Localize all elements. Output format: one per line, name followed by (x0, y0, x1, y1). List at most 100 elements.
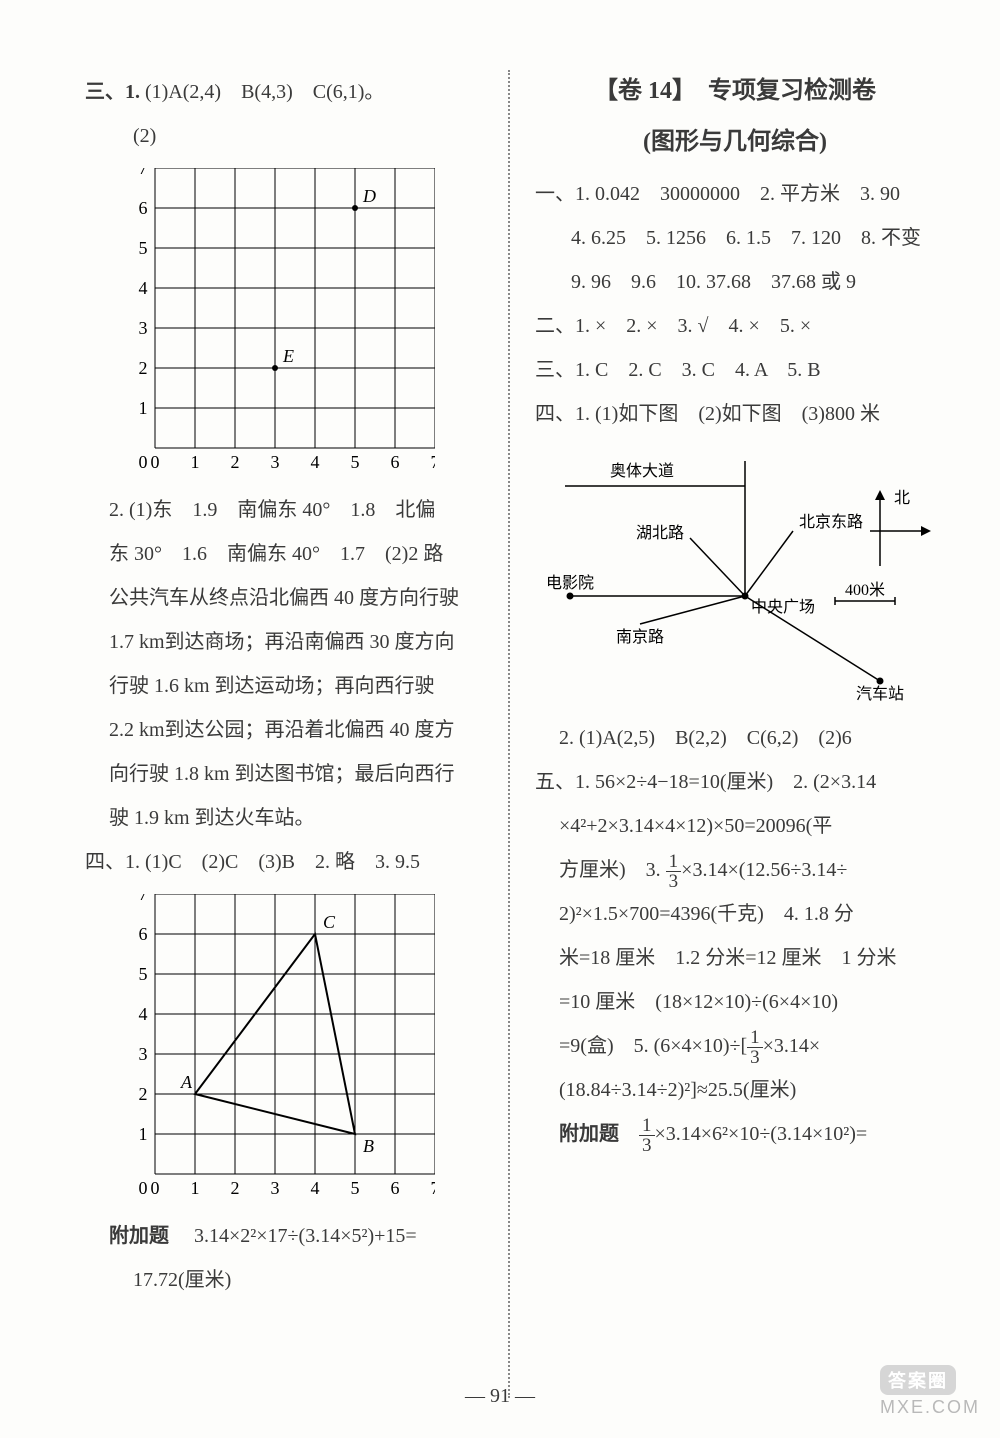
right-bonus-text: ×3.14×6²×10÷(3.14×10²)= (655, 1123, 868, 1145)
right-yi-a: 一、1. 0.042 30000000 2. 平方米 3. 90 (535, 172, 935, 216)
svg-text:奥体大道: 奥体大道 (610, 462, 674, 480)
svg-text:400米: 400米 (845, 581, 885, 599)
watermark-en: MXE.COM (880, 1397, 980, 1417)
fraction-1-3: 13 (666, 852, 682, 891)
svg-text:2: 2 (231, 1178, 240, 1198)
wu-1g-prefix: =9(盒) 5. (6×4×10)÷[ (559, 1035, 747, 1057)
left-san-2-6: 2.2 km到达公园；再沿着北偏西 40 度方 (85, 708, 483, 752)
left-san-2-7: 向行驶 1.8 km 到达图书馆；最后向西行 (85, 752, 483, 796)
right-yi-b: 4. 6.25 5. 1256 6. 1.5 7. 120 8. 不变 (535, 216, 935, 260)
right-column: 【卷 14】 专项复习检测卷 (图形与几何综合) 一、1. 0.042 3000… (510, 70, 950, 1398)
svg-text:0: 0 (139, 452, 148, 472)
right-wu-1a: 五、1. 56×2÷4−18=10(厘米) 2. (2×3.14 (535, 760, 935, 804)
svg-text:北京东路: 北京东路 (799, 513, 863, 531)
right-wu-1e: 米=18 厘米 1.2 分米=12 厘米 1 分米 (535, 936, 935, 980)
svg-text:B: B (363, 1136, 374, 1156)
left-si: 四、1. (1)C (2)C (3)B 2. 略 3. 9.5 (85, 840, 483, 884)
svg-text:1: 1 (191, 452, 200, 472)
svg-text:D: D (362, 186, 376, 206)
svg-text:6: 6 (391, 1178, 400, 1198)
svg-text:5: 5 (139, 238, 148, 258)
left-san-2-5: 行驶 1.6 km 到达运动场；再向西行驶 (85, 664, 483, 708)
svg-text:汽车站: 汽车站 (856, 685, 904, 703)
right-wu-1d: 2)²×1.5×700=4396(千克) 4. 1.8 分 (535, 892, 935, 936)
left-san-2-8: 驶 1.9 km 到达火车站。 (85, 796, 483, 840)
svg-text:4: 4 (311, 452, 320, 472)
right-san: 三、1. C 2. C 3. C 4. A 5. B (535, 348, 935, 392)
right-bonus: 附加题 13×3.14×6²×10÷(3.14×10²)= (535, 1112, 935, 1156)
svg-text:东: 东 (934, 522, 935, 540)
svg-text:5: 5 (139, 964, 148, 984)
svg-text:1: 1 (191, 1178, 200, 1198)
grid-chart-2: 0 1 2 3 4 5 6 7 1 2 3 4 5 6 7 0 A B C (125, 894, 483, 1204)
svg-text:7: 7 (139, 168, 148, 178)
svg-text:6: 6 (139, 198, 148, 218)
svg-text:2: 2 (139, 358, 148, 378)
svg-text:6: 6 (391, 452, 400, 472)
right-si-1: 四、1. (1)如下图 (2)如下图 (3)800 米 (535, 392, 935, 436)
svg-text:0: 0 (151, 1178, 160, 1198)
left-san-2-3: 公共汽车从终点沿北偏西 40 度方向行驶 (85, 576, 483, 620)
left-san-2-1: 2. (1)东 1.9 南偏东 40° 1.8 北偏 (85, 488, 483, 532)
svg-text:1: 1 (139, 1124, 148, 1144)
svg-text:5: 5 (351, 452, 360, 472)
svg-text:E: E (282, 346, 294, 366)
svg-text:湖北路: 湖北路 (636, 524, 684, 542)
paper-title-2: (图形与几何综合) (535, 121, 935, 164)
left-san-1-1: 三、1. (1)A(2,4) B(4,3) C(6,1)。 (85, 70, 483, 114)
svg-text:1: 1 (139, 398, 148, 418)
svg-text:4: 4 (311, 1178, 320, 1198)
right-er: 二、1. × 2. × 3. √ 4. × 5. × (535, 304, 935, 348)
left-bonus-2: 17.72(厘米) (85, 1258, 483, 1302)
left-san-2-2: 东 30° 1.6 南偏东 40° 1.7 (2)2 路 (85, 532, 483, 576)
wu-1c-suffix: ×3.14×(12.56÷3.14÷ (681, 859, 847, 881)
right-si-2: 2. (1)A(2,5) B(2,2) C(6,2) (2)6 (535, 716, 935, 760)
left-bonus-text: 3.14×2²×17÷(3.14×5²)+15= (174, 1225, 417, 1247)
right-wu-1f: =10 厘米 (18×12×10)÷(6×4×10) (535, 980, 935, 1024)
map-diagram: 奥体大道湖北路 北京东路电影院南京路汽车站 中央广场 北东 400米 (535, 446, 935, 706)
svg-text:北: 北 (894, 489, 910, 507)
fraction-1-3-c: 13 (639, 1116, 655, 1155)
right-bonus-label: 附加题 (559, 1123, 639, 1145)
svg-text:7: 7 (431, 1178, 436, 1198)
svg-text:3: 3 (139, 1044, 148, 1064)
wu-1c-prefix: 方厘米) 3. (559, 859, 666, 881)
watermark: 答案圈 MXE.COM (880, 1365, 980, 1418)
wu-1g-suffix: ×3.14× (763, 1035, 821, 1057)
paper-title-1: 【卷 14】 专项复习检测卷 (535, 70, 935, 113)
left-san-2-4: 1.7 km到达商场；再沿南偏西 30 度方向 (85, 620, 483, 664)
svg-text:3: 3 (139, 318, 148, 338)
grid-chart-1: 0 1 2 3 4 5 6 7 1 2 3 4 5 6 7 0 D E (125, 168, 483, 478)
fraction-1-3-b: 13 (747, 1028, 763, 1067)
svg-text:3: 3 (271, 452, 280, 472)
svg-text:6: 6 (139, 924, 148, 944)
left-san-1-1-text: (1)A(2,4) B(4,3) C(6,1)。 (145, 81, 384, 103)
watermark-cn: 答案圈 (880, 1365, 956, 1395)
right-wu-1b: ×4²+2×3.14×4×12)×50=20096(平 (535, 804, 935, 848)
svg-text:7: 7 (139, 894, 148, 904)
left-column: 三、1. (1)A(2,4) B(4,3) C(6,1)。 (2) 0 1 2 3 4 5… (70, 70, 508, 1398)
svg-text:4: 4 (139, 1004, 148, 1024)
right-wu-1h: (18.84÷3.14÷2)²]≈25.5(厘米) (535, 1068, 935, 1112)
right-yi-c: 9. 96 9.6 10. 37.68 37.68 或 9 (535, 260, 935, 304)
svg-text:0: 0 (139, 1178, 148, 1198)
left-san-1-2: (2) (85, 114, 483, 158)
svg-text:C: C (323, 912, 336, 932)
svg-text:A: A (180, 1072, 193, 1092)
svg-text:电影院: 电影院 (546, 574, 594, 592)
svg-text:2: 2 (231, 452, 240, 472)
svg-text:0: 0 (151, 452, 160, 472)
svg-text:中央广场: 中央广场 (751, 598, 815, 616)
right-wu-1c: 方厘米) 3. 13×3.14×(12.56÷3.14÷ (535, 848, 935, 892)
right-wu-1g: =9(盒) 5. (6×4×10)÷[13×3.14× (535, 1024, 935, 1068)
svg-text:5: 5 (351, 1178, 360, 1198)
left-bonus-label: 附加题 (109, 1225, 169, 1247)
svg-text:2: 2 (139, 1084, 148, 1104)
svg-text:4: 4 (139, 278, 148, 298)
svg-text:3: 3 (271, 1178, 280, 1198)
left-san-num: 三、1. (85, 81, 140, 103)
left-bonus-1: 附加题 3.14×2²×17÷(3.14×5²)+15= (85, 1214, 483, 1258)
page-number: — 91 — (0, 1385, 1000, 1408)
svg-text:南京路: 南京路 (616, 628, 664, 646)
svg-text:7: 7 (431, 452, 436, 472)
